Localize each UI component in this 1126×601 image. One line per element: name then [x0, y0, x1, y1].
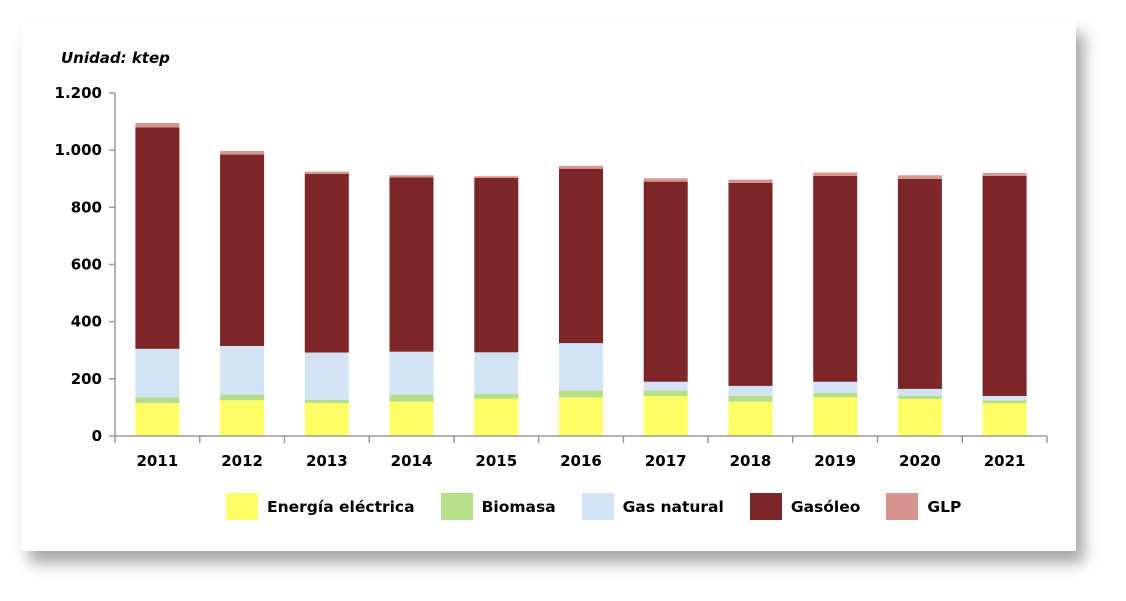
legend-item: Gas natural: [581, 493, 724, 520]
bar-segment-2019-biomasa: [813, 393, 858, 398]
bar-segment-2021-biomasa: [982, 400, 1027, 404]
bar-segment-2021-gasóleo: [982, 175, 1027, 396]
x-tick-label: 2012: [221, 452, 263, 470]
legend-label: Biomasa: [481, 497, 556, 516]
y-tick-label: 1.000: [55, 141, 102, 159]
bar-segment-2015-energía-eléctrica: [474, 398, 519, 436]
bar-segment-2019-gasóleo: [813, 175, 858, 382]
bar-segment-2013-gasóleo: [304, 173, 349, 353]
bar-segment-2015-glp: [474, 176, 519, 178]
bar-segment-2019-energía-eléctrica: [813, 397, 858, 436]
bar-segment-2012-gasóleo: [220, 154, 265, 346]
legend-swatch: [440, 493, 473, 520]
bar-segment-2019-glp: [813, 172, 858, 176]
legend-label: Gasóleo: [790, 497, 861, 516]
bar-segment-2016-glp: [559, 165, 603, 169]
bar-segment-2014-gas-natural: [389, 351, 434, 395]
x-tick-label: 2013: [306, 452, 348, 470]
bar-segment-2017-gas-natural: [643, 381, 688, 391]
bar-segment-2015-gas-natural: [474, 352, 519, 394]
bar-segment-2020-gasóleo: [897, 178, 942, 389]
bar-segment-2016-energía-eléctrica: [559, 397, 603, 436]
unit-label: Unidad: ktep: [61, 49, 170, 67]
bar-segment-2014-gasóleo: [389, 177, 434, 352]
y-tick-label: 1.200: [55, 84, 102, 102]
bar-segment-2017-gasóleo: [643, 181, 688, 382]
bar-segment-2015-biomasa: [474, 393, 519, 399]
bar-segment-2013-gas-natural: [304, 352, 349, 400]
bar-segment-2013-energía-eléctrica: [304, 403, 349, 436]
x-tick-label: 2015: [475, 452, 517, 470]
bar-segment-2020-biomasa: [897, 396, 942, 399]
bar-segment-2011-energía-eléctrica: [135, 403, 180, 436]
bar-segment-2020-gas-natural: [897, 388, 942, 396]
bar-segment-2013-glp: [304, 171, 349, 174]
bar-segment-2018-gas-natural: [728, 386, 773, 396]
bar-segment-2012-gas-natural: [220, 346, 265, 395]
bar-segment-2011-gas-natural: [135, 348, 180, 398]
bar-segment-2020-glp: [897, 175, 942, 179]
bar-segment-2016-gas-natural: [559, 343, 603, 391]
x-tick-label: 2016: [560, 452, 602, 470]
bar-segment-2011-biomasa: [135, 397, 180, 404]
legend-label: GLP: [927, 497, 962, 516]
y-tick-label: 0: [92, 427, 102, 445]
x-tick-label: 2017: [645, 452, 687, 470]
bar-segment-2021-gas-natural: [982, 396, 1027, 401]
bar-segment-2018-glp: [728, 179, 773, 183]
x-tick-label: 2018: [730, 452, 772, 470]
x-tick-label: 2021: [984, 452, 1026, 470]
legend: Energía eléctrica Biomasa Gas natural Gasól…: [226, 493, 961, 520]
bar-segment-2011-gasóleo: [135, 127, 180, 349]
legend-swatch: [581, 493, 614, 520]
bar-segment-2014-biomasa: [389, 394, 434, 402]
bar-segment-2014-energía-eléctrica: [389, 401, 434, 436]
y-tick-label: 200: [71, 370, 102, 388]
x-tick-label: 2014: [391, 452, 433, 470]
bar-segment-2015-gasóleo: [474, 177, 519, 353]
bar-segment-2021-glp: [982, 173, 1027, 176]
legend-swatch: [226, 493, 258, 520]
bar-segment-2012-biomasa: [220, 394, 265, 401]
bar-segment-2013-biomasa: [304, 399, 349, 404]
bar-segment-2016-biomasa: [559, 390, 603, 398]
bar-segment-2014-glp: [389, 175, 434, 178]
bar-segment-2017-glp: [643, 178, 688, 182]
bar-segment-2020-energía-eléctrica: [897, 398, 942, 436]
bar-segment-2016-gasóleo: [559, 168, 603, 344]
legend-swatch: [749, 493, 782, 520]
legend-label: Gas natural: [622, 497, 724, 516]
bar-segment-2012-glp: [220, 151, 265, 155]
bar-segment-2017-biomasa: [643, 390, 688, 396]
legend-label: Energía eléctrica: [267, 497, 415, 516]
bar-segment-2018-biomasa: [728, 396, 773, 402]
y-tick-label: 400: [71, 313, 102, 331]
bar-segment-2018-gasóleo: [728, 183, 773, 386]
bar-segment-2017-energía-eléctrica: [643, 396, 688, 436]
bar-segment-2019-gas-natural: [813, 381, 858, 394]
bar-segment-2011-glp: [135, 123, 180, 128]
bar-segment-2018-energía-eléctrica: [728, 401, 773, 436]
y-tick-label: 600: [71, 256, 102, 274]
legend-item: Energía eléctrica: [226, 493, 415, 520]
legend-swatch: [886, 493, 919, 520]
x-tick-label: 2019: [814, 452, 856, 470]
y-tick-label: 800: [71, 198, 102, 216]
bar-segment-2012-energía-eléctrica: [220, 400, 265, 436]
x-tick-label: 2020: [899, 452, 941, 470]
legend-item: GLP: [886, 493, 961, 520]
legend-item: Biomasa: [440, 493, 556, 520]
legend-item: Gasóleo: [749, 493, 861, 520]
bar-segment-2021-energía-eléctrica: [982, 403, 1027, 436]
x-tick-label: 2011: [136, 452, 178, 470]
